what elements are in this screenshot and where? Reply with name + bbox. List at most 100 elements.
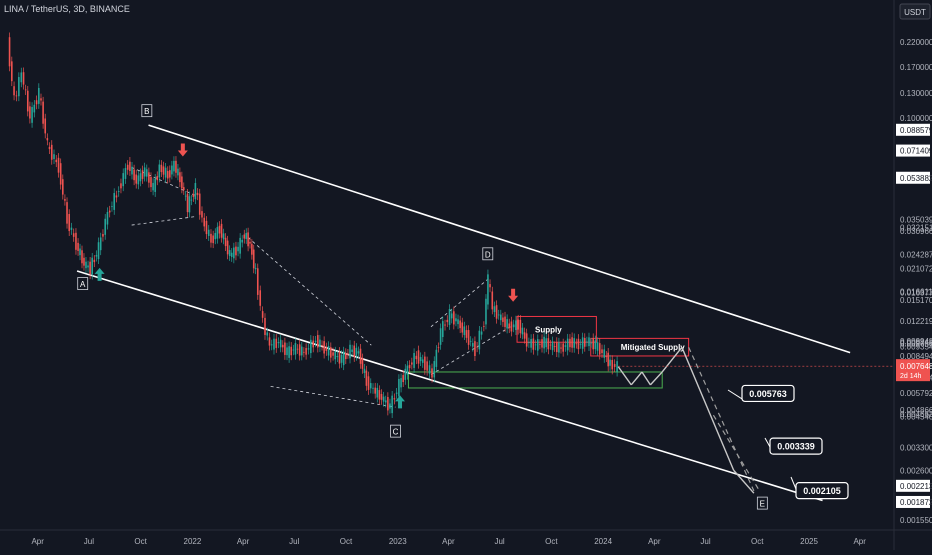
y-tick-label: 0.004662 [900, 410, 932, 419]
candle-body [444, 324, 446, 326]
candle-body [226, 240, 229, 255]
candle-body [519, 319, 522, 334]
candle-body [525, 333, 528, 347]
candle-body [83, 257, 85, 266]
x-tick-label: Apr [442, 537, 455, 546]
candle-body [264, 317, 266, 335]
current-price-countdown: 2d 14h [900, 373, 922, 380]
candle-body [113, 193, 116, 210]
candle-body [148, 172, 150, 183]
candle-body [487, 274, 489, 305]
x-tick-label: Jul [84, 537, 94, 546]
candle-body [266, 332, 269, 336]
candle-body [145, 169, 148, 177]
candle-body [131, 166, 133, 175]
candle-body [583, 337, 586, 347]
candle-body [566, 338, 569, 351]
zone-label: Supply [535, 325, 562, 334]
candle-body [181, 176, 183, 189]
candle-body [277, 342, 280, 344]
x-tick-label: Jul [289, 537, 299, 546]
candle-body [478, 330, 481, 350]
candle-body [344, 353, 347, 360]
candle-body [91, 257, 93, 275]
level-tag-label: 0.053882 [900, 174, 932, 183]
y-tick-label: 0.009656 [900, 340, 932, 349]
candle-body [268, 337, 271, 346]
y-tick-label: 0.002600 [900, 466, 932, 475]
candle-body [182, 187, 185, 190]
candle-body [166, 171, 169, 179]
candle-body [500, 314, 502, 321]
candle-body [558, 342, 560, 353]
target-callout-box [741, 384, 795, 403]
candle-body [81, 250, 83, 264]
candle-body [402, 375, 404, 383]
candle-body [281, 344, 284, 348]
candle-body [171, 165, 173, 175]
x-tick-label: Jul [494, 537, 504, 546]
candle-body [415, 355, 418, 360]
candle-body [327, 346, 330, 356]
candle-body [24, 89, 27, 91]
x-tick-label: Apr [648, 537, 661, 546]
candle-body [545, 338, 548, 348]
candle-body [489, 284, 491, 288]
candle-body [512, 324, 515, 328]
candle-body [506, 319, 508, 329]
wave-label-box [77, 277, 89, 290]
y-tick-label: 0.130000 [900, 89, 932, 98]
candle-body [502, 317, 504, 322]
candle-body [68, 213, 71, 232]
candle-body [129, 161, 131, 171]
candle-body [441, 321, 444, 338]
candle-body [33, 104, 36, 113]
level-tag [896, 144, 930, 157]
candle-body [400, 378, 402, 388]
candle-body [62, 179, 64, 195]
candle-body [53, 154, 55, 160]
candle-body [355, 347, 358, 356]
candle-body [457, 319, 459, 325]
candle-body [241, 239, 244, 243]
y-tick-label: 0.015170 [900, 296, 932, 305]
candle-body [137, 175, 140, 185]
candle-body [216, 227, 219, 239]
candle-body [35, 100, 38, 105]
candle-body [254, 267, 257, 270]
candle-body [284, 342, 286, 355]
candle-body [404, 368, 407, 380]
candle-body [376, 387, 379, 398]
currency-badge[interactable] [899, 3, 931, 20]
x-tick-label: Oct [545, 537, 558, 546]
y-tick-label: 0.001550 [900, 516, 932, 525]
wave-label-box [482, 247, 494, 261]
candle-body [569, 338, 571, 348]
candle-body [581, 337, 584, 349]
candle-body [154, 178, 156, 192]
candle-body [342, 351, 345, 366]
candle-body [8, 37, 11, 67]
candle-body [133, 169, 135, 181]
candle-body [594, 340, 597, 350]
candle-body [408, 364, 411, 369]
candle-body [607, 352, 609, 367]
candle-body [290, 346, 293, 356]
candle-body [455, 318, 457, 322]
target-callout-label: 0.003339 [777, 442, 815, 452]
candle-body [75, 232, 77, 250]
candle-body [474, 341, 476, 357]
y-tick-label: 0.009354 [900, 343, 932, 352]
candle-body [517, 319, 519, 330]
candle-body [332, 352, 334, 356]
candle-body [135, 174, 138, 184]
candle-body [22, 72, 25, 85]
candle-body [351, 349, 353, 352]
y-tick-label: 0.016377 [900, 289, 932, 298]
candle-body [152, 182, 154, 191]
channel-line [148, 124, 851, 354]
candle-body [243, 234, 246, 239]
candle-body [235, 246, 237, 256]
